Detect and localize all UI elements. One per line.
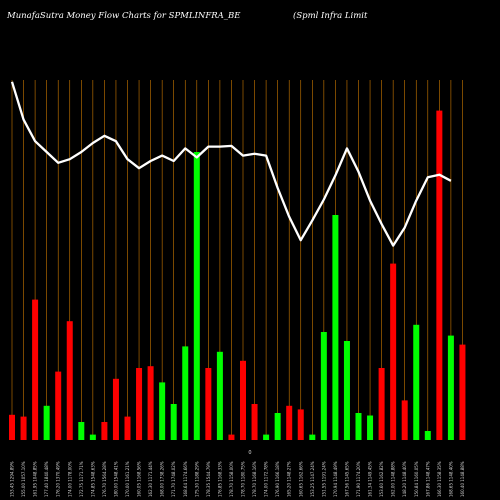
chart-bars	[9, 110, 466, 440]
flow-bar	[228, 434, 235, 440]
flow-bar	[66, 321, 73, 440]
flow-bar	[78, 422, 85, 440]
flow-bar	[378, 368, 385, 440]
x-tick-label: 167.56 1145.65%	[344, 461, 349, 497]
x-tick-label: 172.75 1171.71%	[79, 461, 84, 497]
x-tick-label: 180.00 1548.41%	[113, 461, 118, 497]
x-tick-label: 153.45 1294.89%	[10, 461, 15, 497]
flow-bar	[182, 346, 189, 440]
x-tick-label: 171.90 1174.20%	[356, 461, 361, 497]
flow-bar	[136, 368, 143, 440]
x-tick-label: 150.84 1160.05%	[414, 461, 419, 497]
price-line	[10, 81, 452, 247]
x-tick-label: 174.00 1172.78%	[264, 461, 269, 497]
flow-bar	[355, 413, 362, 440]
x-tick-label: 171.70 1748.02%	[171, 461, 176, 497]
flow-bar	[55, 371, 62, 440]
x-tick-label: 168.64 1174.66%	[183, 461, 188, 497]
flow-bar	[147, 366, 154, 440]
flow-bar	[124, 416, 131, 440]
x-tick-label: 162.30 1171.44%	[148, 461, 153, 497]
flow-bar	[343, 341, 350, 440]
x-tick-label: 174.00 1178.00%	[67, 461, 72, 497]
flow-bar	[436, 110, 443, 440]
flow-bar	[413, 324, 420, 440]
flow-bar	[274, 413, 281, 440]
flow-bar	[9, 414, 15, 440]
flow-bar	[332, 215, 339, 440]
x-tick-label: 176.85 1168.33%	[217, 461, 222, 497]
x-tick-label: 155.00 1057.10%	[21, 461, 26, 497]
x-tick-label: 178.70 1168.16%	[252, 461, 257, 497]
flow-bar	[447, 335, 454, 440]
x-tick-label: 176.70 1564.28%	[102, 461, 107, 497]
flow-bar	[320, 332, 327, 440]
chart-title: MunafaSutra Money Flow Charts for SPMLIN…	[7, 11, 241, 21]
flow-bar	[424, 431, 431, 440]
x-tick-label: 178.35 1544.79%	[206, 461, 211, 497]
x-tick-label: 170.00 1161.21%	[125, 461, 130, 497]
axis-zero-label: 0	[248, 450, 251, 456]
x-tick-label: 151.55 1191.24%	[321, 461, 326, 497]
company-name: (Spml Infra Limit	[293, 11, 368, 21]
x-tick-label: 161.95 1048.85%	[33, 461, 38, 497]
x-tick-label: 153.60 1162.82%	[379, 461, 384, 497]
flow-bar	[193, 152, 200, 440]
flow-bar	[401, 400, 408, 440]
x-tick-label: 148.20 1148.40%	[402, 461, 407, 497]
flow-bar	[263, 434, 270, 440]
flow-bar	[159, 382, 166, 440]
x-tick-label: 170.94 1148.49%	[333, 461, 338, 497]
x-tick-label: 160.05 1168.56%	[137, 461, 142, 497]
x-tick-label: 166.30 1158.35%	[437, 461, 442, 497]
flow-bar	[240, 360, 246, 440]
x-tick-label: 175.30 1188.29%	[194, 461, 199, 497]
x-axis-tick-labels: 153.45 1294.89% 155.00 1057.10% 161.95 104…	[10, 461, 465, 497]
x-tick-label: 174.85 1548.63%	[90, 461, 95, 497]
flow-bar	[367, 415, 374, 440]
x-tick-label: 161.34 1149.45%	[368, 461, 373, 497]
x-tick-label: 168.65 1148.40%	[448, 461, 453, 497]
flow-bar	[205, 368, 212, 440]
flow-bar	[286, 405, 293, 440]
flow-bar	[20, 416, 27, 440]
flow-bar	[170, 404, 177, 440]
flow-bar	[390, 263, 397, 440]
x-tick-label: 178.70 1180.75%	[241, 461, 246, 497]
flow-bar	[112, 378, 119, 440]
x-tick-label: 160.40 1148.88%	[460, 461, 465, 497]
x-tick-label: 162.00 1148.88%	[391, 461, 396, 497]
flow-bar	[459, 344, 466, 440]
x-tick-label: 176.90 1166.18%	[275, 461, 280, 497]
flow-bar	[43, 405, 50, 440]
x-tick-label: 168.00 1738.26%	[160, 461, 165, 497]
flow-bar	[89, 434, 96, 440]
x-tick-label: 165.20 1148.27%	[287, 461, 292, 497]
flow-bar	[309, 434, 316, 440]
x-tick-label: 178.70 1158.00%	[229, 461, 234, 497]
flow-bar	[297, 409, 304, 440]
x-tick-label: 167.86 1148.47%	[425, 461, 430, 497]
x-tick-label: 176.20 1370.49%	[56, 461, 61, 497]
flow-bar	[216, 351, 223, 440]
x-tick-label: 177.40 1840.48%	[44, 461, 49, 497]
flow-bar	[101, 422, 108, 440]
x-tick-label: 153.25 1147.24%	[310, 461, 315, 497]
flow-bar	[32, 299, 39, 440]
flow-bar	[251, 404, 258, 440]
x-tick-label: 160.65 1162.66%	[298, 461, 303, 497]
